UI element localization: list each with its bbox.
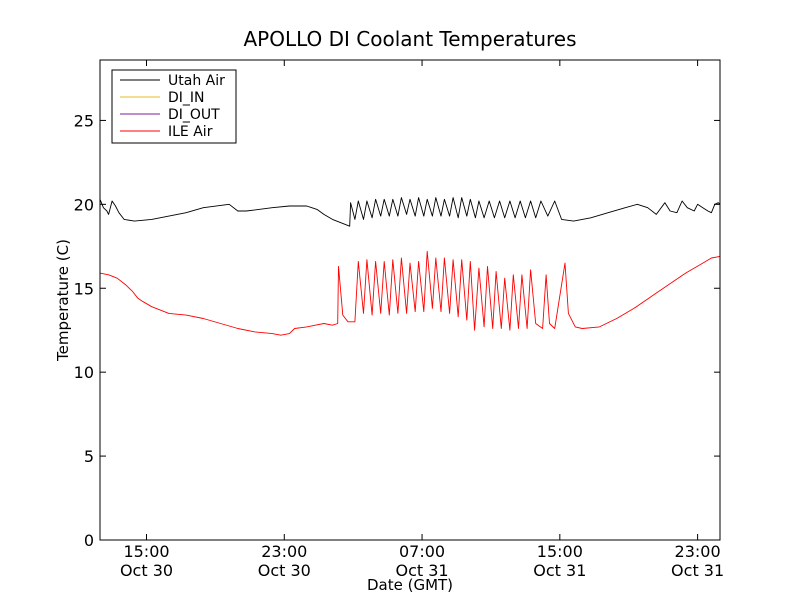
y-tick-label-2: 10 bbox=[74, 363, 94, 382]
x-tick-time-3: 15:00 bbox=[537, 542, 583, 561]
series-line-utah-air bbox=[99, 197, 721, 227]
series-layer bbox=[99, 197, 721, 336]
y-axis-label: Temperature (C) bbox=[54, 239, 72, 362]
legend-label-utah-air: Utah Air bbox=[168, 73, 225, 89]
x-tick-date-2: Oct 31 bbox=[396, 561, 449, 580]
legend-label-di-out: DI_OUT bbox=[168, 107, 220, 123]
y-tick-label-5: 25 bbox=[74, 111, 94, 130]
chart-title: APOLLO DI Coolant Temperatures bbox=[243, 27, 576, 51]
y-tick-label-3: 15 bbox=[74, 279, 94, 298]
x-tick-date-4: Oct 31 bbox=[671, 561, 724, 580]
x-tick-time-0: 15:00 bbox=[123, 542, 169, 561]
y-tick-label-0: 0 bbox=[84, 531, 94, 550]
x-tick-date-3: Oct 31 bbox=[533, 561, 586, 580]
x-axis-label: Date (GMT) bbox=[367, 576, 453, 594]
series-line-ile-air bbox=[99, 250, 721, 336]
x-tick-time-4: 23:00 bbox=[675, 542, 721, 561]
x-tick-time-2: 07:00 bbox=[399, 542, 445, 561]
y-tick-label-1: 5 bbox=[84, 447, 94, 466]
legend-label-di-in: DI_IN bbox=[168, 90, 205, 106]
x-tick-time-1: 23:00 bbox=[261, 542, 307, 561]
y-tick-label-4: 20 bbox=[74, 195, 94, 214]
plot-frame bbox=[99, 59, 721, 541]
x-tick-date-1: Oct 30 bbox=[258, 561, 311, 580]
legend: Utah Air DI_IN DI_OUT ILE Air bbox=[111, 69, 237, 144]
legend-label-ile-air: ILE Air bbox=[168, 124, 213, 140]
x-tick-date-0: Oct 30 bbox=[120, 561, 173, 580]
